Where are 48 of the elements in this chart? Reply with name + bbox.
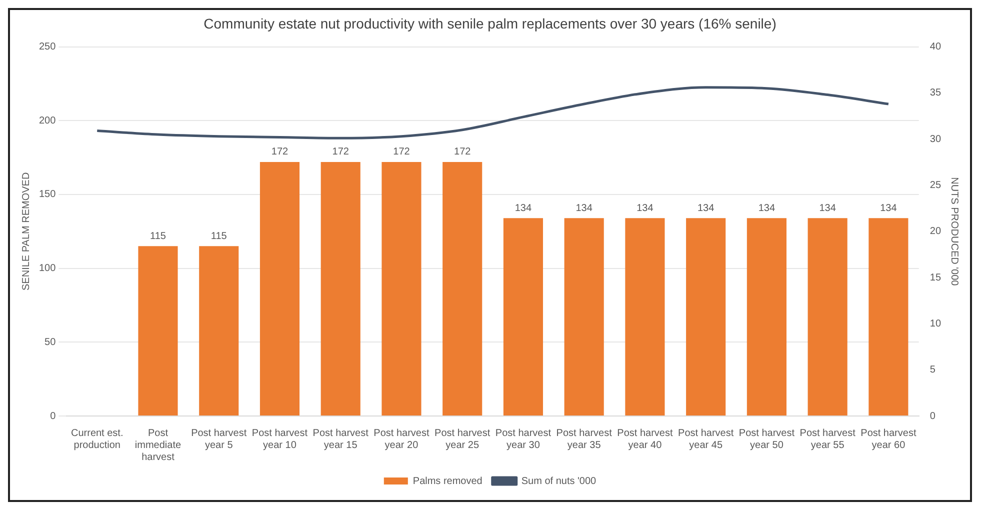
chart-title: Community estate nut productivity with senile palm replacements over 30 years (16% senile) [204, 15, 776, 32]
legend-label: Sum of nuts '000 [521, 476, 597, 487]
line-series [96, 86, 890, 140]
y2-tick-label: 0 [930, 410, 936, 422]
data-label: 172 [332, 146, 350, 158]
y-tick-label: 200 [38, 115, 56, 126]
data-label: 115 [150, 230, 166, 242]
x-tick-label: Post harvest year 25 [434, 428, 490, 451]
y2-tick-label: 15 [930, 272, 942, 284]
x-tick-label: Post harvest year 55 [800, 428, 856, 451]
y-tick-label: 100 [38, 263, 56, 274]
data-label: 134 [880, 202, 898, 214]
y2-axis-title: NUTS PRODUCED '000 [948, 177, 960, 286]
x-tick-label: Post immediate harvest [134, 428, 182, 463]
x-tick-label: Post harvest year 35 [556, 428, 612, 451]
x-tick-label: Post harvest year 20 [374, 428, 430, 451]
data-label: 115 [210, 230, 228, 242]
x-tick-label: Post harvest year 10 [252, 428, 308, 451]
data-label: 134 [636, 202, 654, 214]
y2-tick-label: 20 [930, 226, 942, 238]
y-tick-label: 250 [38, 42, 56, 53]
x-tick-label: Post harvest year 5 [191, 428, 247, 451]
data-label: 172 [271, 146, 289, 158]
data-label: 172 [454, 146, 472, 158]
y2-tick-label: 25 [930, 180, 942, 191]
y2-tick-label: 40 [930, 42, 942, 53]
x-tick-label: Post harvest year 60 [860, 428, 916, 451]
data-label: 134 [819, 202, 836, 214]
x-tick-label: Post harvest year 50 [738, 428, 795, 451]
data-label: 134 [758, 202, 776, 214]
y-tick-label: 0 [50, 410, 56, 422]
y-tick-label: 150 [38, 189, 56, 200]
y2-tick-label: 10 [930, 318, 942, 330]
x-tick-label: Post harvest year 40 [617, 428, 673, 451]
data-label: 134 [514, 202, 532, 214]
data-label: 134 [576, 202, 593, 214]
y-tick-label: 50 [44, 336, 56, 348]
data-label: 134 [697, 202, 715, 214]
legend-label: Palms removed [412, 476, 482, 487]
data-label: 172 [393, 146, 410, 158]
x-tick-label: Post harvest year 45 [678, 428, 734, 451]
x-tick-label: Post harvest year 30 [495, 428, 552, 451]
y2-tick-label: 35 [930, 88, 942, 99]
x-tick-label: Current est. production [70, 428, 124, 451]
y-axis-title: SENILE PALM REMOVED [20, 172, 32, 290]
y2-tick-label: 30 [930, 134, 942, 145]
y2-tick-label: 5 [930, 364, 936, 376]
x-tick-label: Post harvest year 15 [312, 428, 369, 451]
